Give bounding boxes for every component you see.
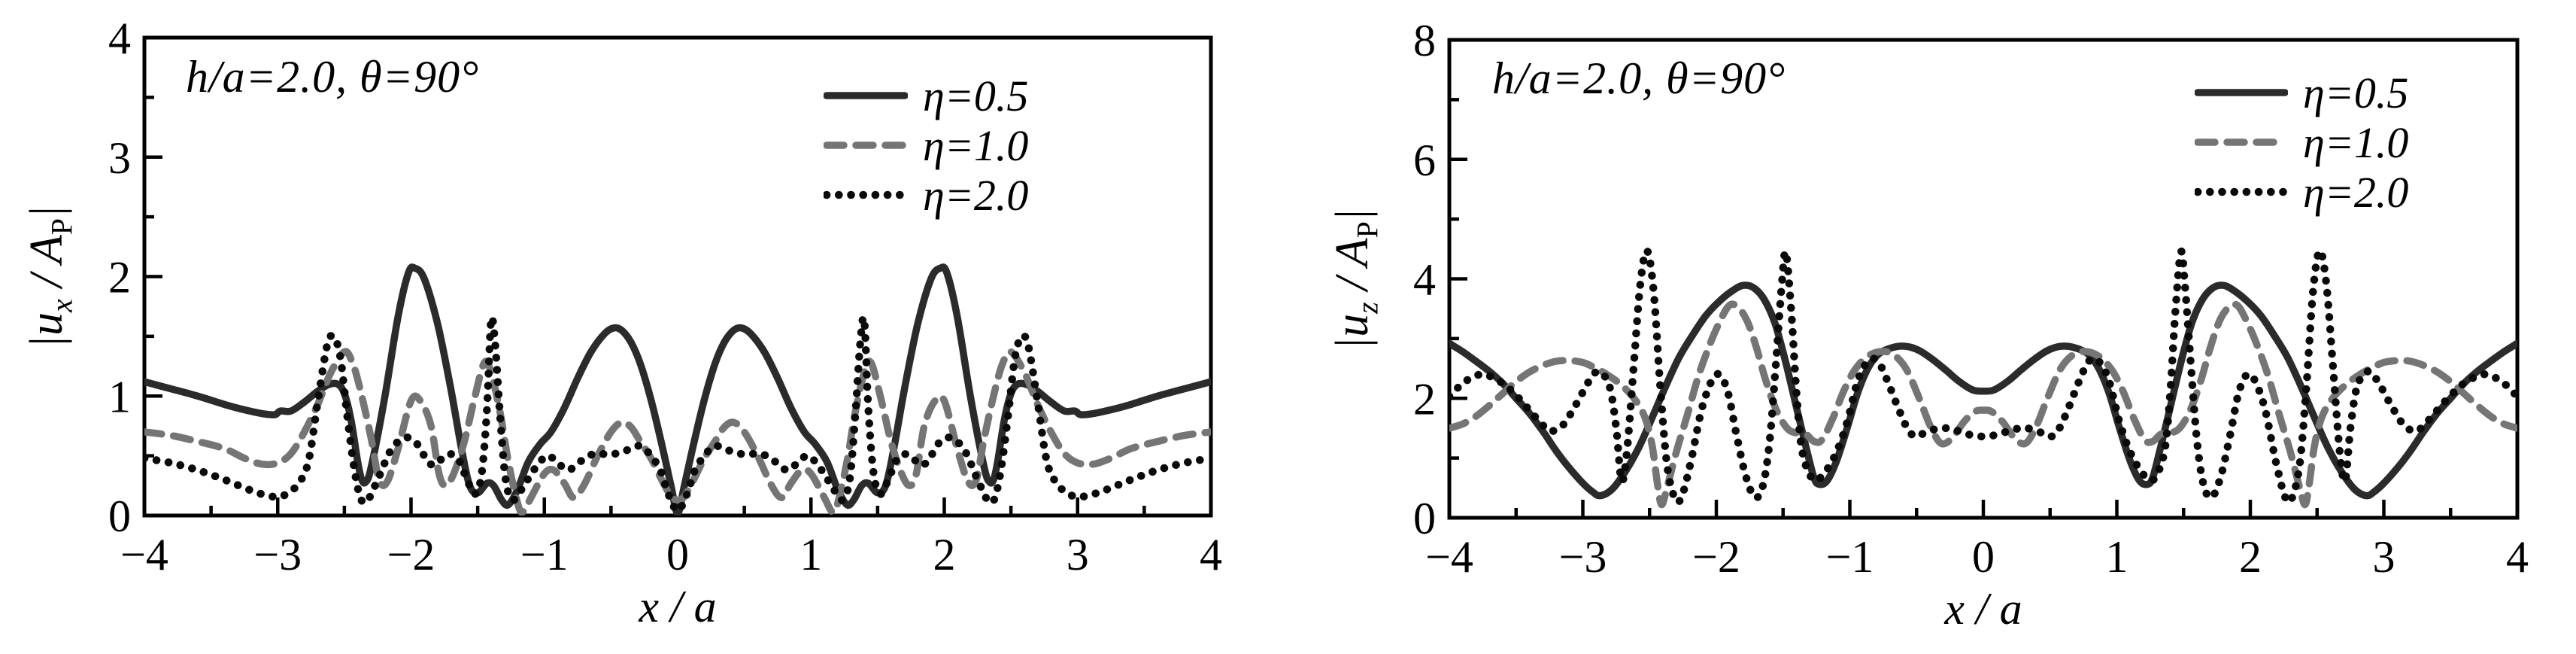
legend-item-eta-1p0: η=1.0 [824, 120, 1028, 170]
y-tick-label: 2 [1413, 374, 1436, 424]
y-tick-label: 8 [1413, 16, 1436, 65]
x-tick-label: 4 [2506, 532, 2529, 582]
x-tick-label: 4 [1200, 530, 1222, 579]
x-tick-label: −2 [1692, 532, 1740, 582]
panel-uz-y-axis-label: ​|uz / AP| [1327, 208, 1385, 350]
x-tick-label: −3 [253, 530, 302, 579]
legend-line-dotted [2195, 187, 2288, 196]
panel-uz-title: h/a=2.0, θ=90° [1492, 53, 1786, 103]
legend-item-eta-2p0: η=2.0 [824, 170, 1028, 220]
curve-0.5-panel0 [144, 263, 1211, 516]
legend-label: η=0.5 [2303, 68, 2409, 117]
x-tick-label: 3 [2373, 532, 2395, 582]
x-tick-label: 0 [666, 530, 689, 579]
legend-label: η=2.0 [2303, 167, 2409, 217]
y-tick-label: 0 [108, 491, 131, 541]
y-tick-label: 6 [1413, 135, 1436, 185]
legend-item-eta-1p0: η=1.0 [2195, 117, 2408, 167]
x-tick-label: 0 [1972, 532, 1995, 582]
panel-uz-legend: η=0.5 η=1.0 η=2.0 [2195, 68, 2408, 217]
legend-item-eta-2p0: η=2.0 [2195, 167, 2408, 217]
x-tick-label: −3 [1559, 532, 1607, 582]
panel-uz-x-axis-label: x / a [1944, 584, 2022, 634]
axes-frame [142, 35, 1213, 518]
curve-2.0-panel1 [1449, 246, 2517, 506]
y-tick-label: 3 [108, 133, 131, 183]
plot-area-1: −4 −3 −2 −1 0 1 2 3 4 0 2 4 6 8 [1413, 16, 2529, 582]
legend-line-solid [824, 92, 908, 99]
tick-marks [142, 35, 1213, 518]
curve-1.0-panel1 [1449, 300, 2517, 509]
x-tick-label: −2 [387, 530, 435, 579]
x-tick-label: −4 [1425, 532, 1473, 582]
x-tick-label: 2 [933, 530, 956, 579]
panel-ux-y-axis-label: ​|ux / AP| [21, 205, 79, 349]
panel-ux-title: h/a=2.0, θ=90° [186, 52, 480, 102]
tick-marks [1447, 38, 2520, 520]
legend-line-dashed [2195, 138, 2288, 146]
x-tick-label: −4 [120, 530, 168, 579]
legend-label: η=2.0 [923, 170, 1029, 220]
y-tick-label: 0 [1413, 494, 1436, 543]
curve-0.5-panel1 [1449, 281, 2517, 500]
panel-ux-x-axis-label: x / a [639, 582, 717, 631]
panel-ux-legend: η=0.5 η=1.0 η=2.0 [824, 71, 1028, 220]
y-tick-label: 1 [108, 372, 131, 421]
legend-label: η=1.0 [2303, 117, 2409, 167]
y-tick-label: 4 [108, 14, 131, 63]
x-tick-label: 1 [2106, 532, 2128, 582]
curve-1.0-panel0 [144, 348, 1211, 516]
legend-line-dotted [824, 190, 908, 199]
curves [1449, 246, 2517, 509]
y-tick-label: 4 [1413, 255, 1436, 305]
x-tick-label: 1 [800, 530, 822, 579]
y-tick-label: 2 [108, 253, 131, 303]
curves [144, 263, 1211, 516]
legend-item-eta-0p5: η=0.5 [824, 71, 1028, 120]
legend-item-eta-0p5: η=0.5 [2195, 68, 2408, 117]
legend-line-solid [2195, 89, 2288, 96]
legend-label: η=1.0 [923, 120, 1029, 170]
legend-line-dashed [824, 141, 908, 149]
legend-label: η=0.5 [923, 71, 1029, 120]
x-tick-label: −1 [520, 530, 569, 579]
x-tick-label: −1 [1826, 532, 1874, 582]
curve-2.0-panel0 [144, 313, 1211, 515]
plot-area-0: −4 −3 −2 −1 0 1 2 3 4 0 1 2 3 4 [108, 14, 1222, 579]
x-tick-label: 3 [1067, 530, 1089, 579]
x-tick-label: 2 [2239, 532, 2262, 582]
